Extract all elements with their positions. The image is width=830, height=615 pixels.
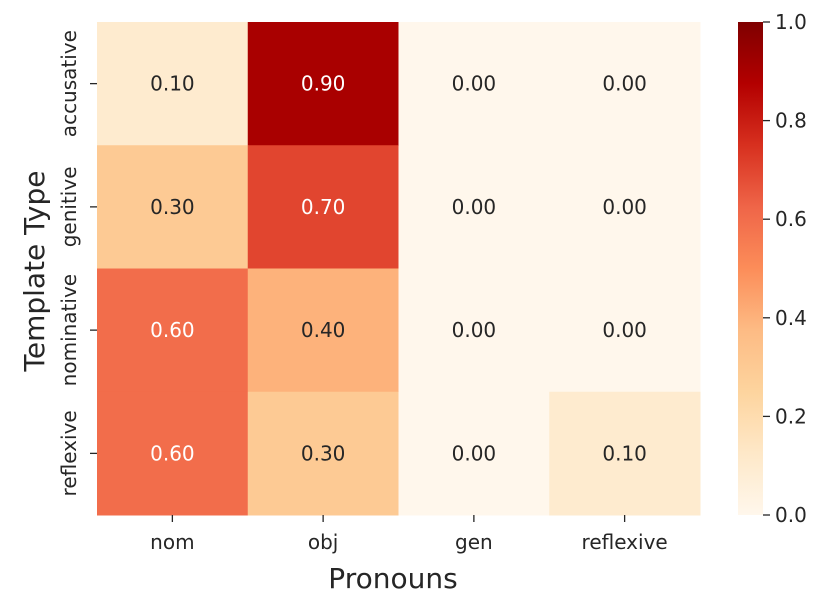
- heatmap-cell: [97, 268, 249, 393]
- cell-value-label: 0.40: [301, 318, 346, 342]
- y-axis: accusative genitive nominative reflexive: [57, 30, 97, 496]
- heatmap-cell: [247, 22, 399, 146]
- heatmap-cell: [398, 22, 550, 146]
- heatmap-cell: [549, 22, 701, 146]
- cell-value-label: 0.30: [301, 441, 346, 465]
- cell-value-label: 0.60: [150, 318, 195, 342]
- cell-value-label: 0.00: [602, 318, 647, 342]
- y-tick-label: reflexive: [57, 410, 81, 496]
- colorbar-tick-label: 0.6: [775, 207, 807, 231]
- cell-value-label: 0.30: [150, 195, 195, 219]
- heatmap-cell: [247, 268, 399, 393]
- colorbar-ticks: 0.0 0.2 0.4 0.6 0.8 1.0: [763, 10, 807, 527]
- cell-annotations: 0.10 0.90 0.00 0.00 0.30 0.70 0.00 0.00 0.60 0.40…: [150, 72, 647, 466]
- heatmap-cell: [398, 145, 550, 269]
- cell-value-label: 0.10: [602, 441, 647, 465]
- x-tick-label: gen: [455, 530, 493, 554]
- y-tick-label: accusative: [57, 30, 81, 137]
- heatmap-cell: [97, 145, 249, 269]
- cell-value-label: 0.00: [602, 72, 647, 96]
- y-tick-label: nominative: [57, 274, 81, 386]
- cell-value-label: 0.00: [602, 195, 647, 219]
- cell-value-label: 0.70: [301, 195, 346, 219]
- y-tick-label: genitive: [57, 166, 81, 247]
- heatmap-cell: [398, 391, 550, 516]
- cell-value-label: 0.10: [150, 72, 195, 96]
- cell-value-label: 0.90: [301, 72, 346, 96]
- heatmap-cell: [247, 145, 399, 269]
- cell-value-label: 0.00: [452, 441, 497, 465]
- cell-value-label: 0.00: [452, 195, 497, 219]
- heatmap-cell: [549, 391, 701, 516]
- colorbar: 0.0 0.2 0.4 0.6 0.8 1.0: [738, 10, 807, 527]
- x-axis: nom obj gen reflexive: [150, 515, 668, 554]
- colorbar-tick-label: 0.0: [775, 503, 807, 527]
- x-tick-label: nom: [150, 530, 194, 554]
- heatmap-cell: [398, 268, 550, 393]
- cell-value-label: 0.00: [452, 318, 497, 342]
- heatmap-cell: [549, 145, 701, 269]
- colorbar-tick-label: 0.8: [775, 109, 807, 133]
- heatmap-cell: [97, 391, 249, 516]
- x-tick-label: reflexive: [582, 530, 668, 554]
- heatmap-cell: [97, 22, 249, 146]
- cell-value-label: 0.00: [452, 72, 497, 96]
- heatmap-cells: [97, 22, 701, 516]
- y-axis-label: Template Type: [18, 171, 51, 373]
- x-axis-label: Pronouns: [328, 562, 457, 595]
- colorbar-tick-label: 0.2: [775, 404, 807, 428]
- x-tick-label: obj: [308, 530, 339, 554]
- heatmap-cell: [247, 391, 399, 516]
- heatmap-cell: [549, 268, 701, 393]
- cell-value-label: 0.60: [150, 441, 195, 465]
- colorbar-gradient: [738, 22, 763, 515]
- colorbar-tick-label: 0.4: [775, 306, 807, 330]
- colorbar-tick-label: 1.0: [775, 10, 807, 34]
